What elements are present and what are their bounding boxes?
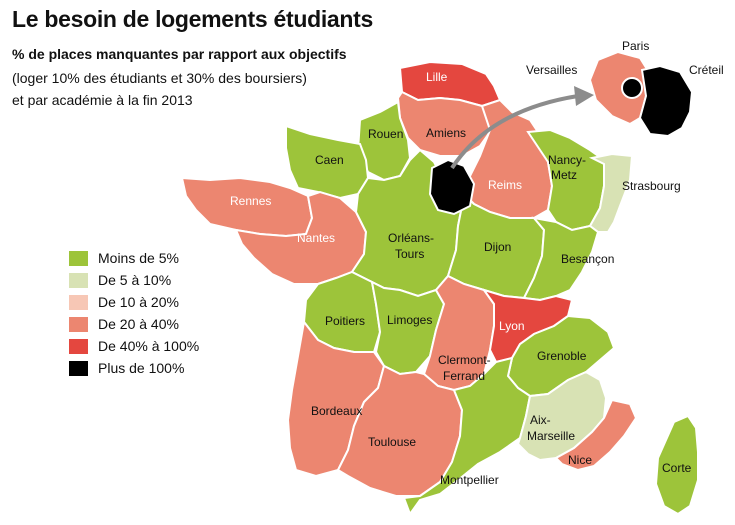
legend-item: De 10 à 20%	[69, 291, 199, 313]
legend-item: De 40% à 100%	[69, 335, 199, 357]
legend: Moins de 5% De 5 à 10% De 10 à 20% De 20…	[69, 247, 199, 379]
map-subtitle: % de places manquantes par rapport aux o…	[12, 46, 347, 62]
label-besancon: Besançon	[561, 252, 614, 266]
label-bordeaux: Bordeaux	[311, 404, 362, 418]
region-montpellier[interactable]	[402, 356, 532, 517]
label-amiens: Amiens	[426, 126, 466, 140]
legend-label: De 10 à 20%	[98, 294, 179, 310]
label-limoges: Limoges	[387, 313, 432, 327]
label-aix-1: Aix-	[530, 413, 551, 427]
legend-item: Plus de 100%	[69, 357, 199, 379]
legend-swatch	[69, 316, 88, 332]
legend-label: Moins de 5%	[98, 250, 179, 266]
label-caen: Caen	[315, 153, 344, 167]
label-nantes: Nantes	[297, 231, 335, 245]
region-strasbourg[interactable]	[588, 152, 634, 233]
legend-item: De 5 à 10%	[69, 269, 199, 291]
legend-swatch	[69, 360, 88, 376]
map-description-line-1: (loger 10% des étudiants et 30% des bour…	[12, 70, 307, 86]
legend-swatch	[69, 338, 88, 354]
legend-item: Moins de 5%	[69, 247, 199, 269]
label-orleans-1: Orléans-	[388, 231, 434, 245]
legend-swatch	[69, 272, 88, 288]
label-creteil: Créteil	[689, 63, 724, 77]
inset-arrow-head	[574, 86, 594, 106]
legend-label: De 5 à 10%	[98, 272, 172, 288]
region-nice[interactable]	[554, 398, 638, 472]
label-paris: Paris	[622, 39, 649, 53]
label-poitiers: Poitiers	[325, 314, 365, 328]
legend-swatch	[69, 294, 88, 310]
label-grenoble: Grenoble	[537, 349, 587, 363]
label-corte: Corte	[662, 461, 692, 475]
map-title: Le besoin de logements étudiants	[12, 6, 374, 32]
label-lille: Lille	[426, 70, 448, 84]
label-rouen: Rouen	[368, 127, 403, 141]
label-montpellier: Montpellier	[440, 473, 499, 487]
label-clermont-1: Clermont-	[438, 353, 491, 367]
label-dijon: Dijon	[484, 240, 511, 254]
region-paris-area[interactable]	[428, 158, 476, 216]
label-nancy-2: Metz	[551, 168, 577, 182]
label-clermont-2: Ferrand	[443, 369, 485, 383]
region-besancon[interactable]	[522, 216, 600, 302]
label-rennes: Rennes	[230, 194, 271, 208]
legend-label: De 20 à 40%	[98, 316, 179, 332]
label-versailles: Versailles	[526, 63, 577, 77]
label-strasbourg: Strasbourg	[622, 179, 681, 193]
legend-item: De 20 à 40%	[69, 313, 199, 335]
inset-arrow	[450, 94, 579, 170]
label-reims: Reims	[488, 178, 522, 192]
label-nice: Nice	[568, 453, 592, 467]
legend-swatch	[69, 250, 88, 266]
label-toulouse: Toulouse	[368, 435, 416, 449]
label-nancy-1: Nancy-	[548, 153, 586, 167]
legend-label: Plus de 100%	[98, 360, 185, 376]
label-orleans-2: Tours	[395, 247, 424, 261]
region-creteil[interactable]	[638, 64, 694, 138]
map-description-line-2: et par académie à la fin 2013	[12, 92, 193, 108]
label-aix-2: Marseille	[527, 429, 575, 443]
legend-label: De 40% à 100%	[98, 338, 200, 354]
label-lyon: Lyon	[499, 319, 525, 333]
region-paris[interactable]	[621, 77, 643, 99]
ile-de-france-inset	[588, 50, 694, 138]
region-corte[interactable]	[654, 414, 699, 516]
